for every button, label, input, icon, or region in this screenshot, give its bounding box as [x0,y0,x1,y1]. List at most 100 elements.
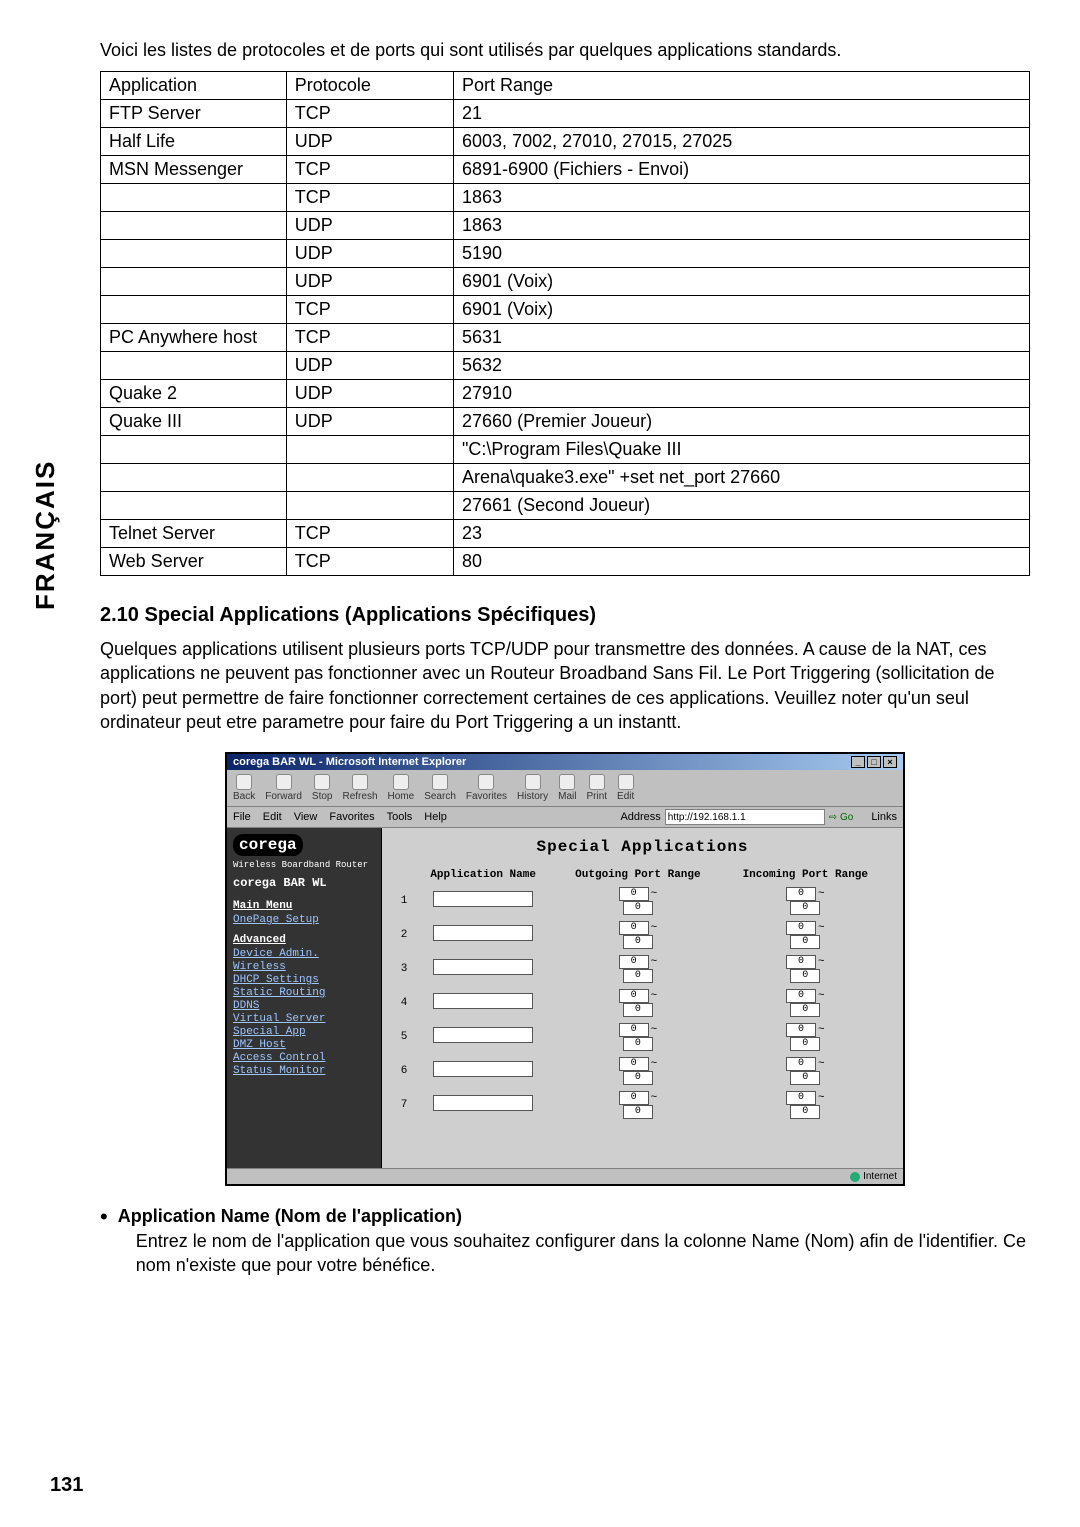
protocol-table: Application Protocole Port Range FTP Ser… [100,71,1030,576]
outgoing-port-from[interactable]: 0 [619,1091,649,1105]
app-name-input[interactable] [433,925,533,941]
incoming-port-to[interactable]: 0 [790,1105,820,1119]
cell-port: 5190 [454,240,1030,268]
incoming-port-from[interactable]: 0 [786,887,816,901]
menu-favorites[interactable]: Favorites [329,811,374,823]
app-name-input[interactable] [433,993,533,1009]
range-sep: ~ [818,922,825,934]
range-sep: ~ [818,888,825,900]
cell-proto: UDP [286,380,453,408]
range-sep: ~ [651,922,658,934]
toolbar-label: Mail [558,791,576,802]
outgoing-port-to[interactable]: 0 [623,1105,653,1119]
th-portrange: Port Range [454,72,1030,100]
cell-proto: UDP [286,408,453,436]
sidebar-link[interactable]: DDNS [233,1000,375,1012]
go-button[interactable]: ⇨ Go [829,812,854,823]
outgoing-port-from[interactable]: 0 [619,1057,649,1071]
incoming-port-from[interactable]: 0 [786,1023,816,1037]
toolbar-search[interactable]: Search [424,774,456,802]
back-icon [236,774,252,790]
toolbar-mail[interactable]: Mail [558,774,576,802]
incoming-port-to[interactable]: 0 [790,1037,820,1051]
toolbar-back[interactable]: Back [233,774,255,802]
outgoing-port-from[interactable]: 0 [619,1023,649,1037]
links-label[interactable]: Links [871,811,897,823]
app-name-input[interactable] [433,1061,533,1077]
toolbar-refresh[interactable]: Refresh [343,774,378,802]
sidebar-link[interactable]: Special App [233,1026,375,1038]
minimize-button[interactable]: _ [851,756,865,768]
sidebar-link[interactable]: Device Admin. [233,948,375,960]
cell-app: MSN Messenger [101,156,287,184]
toolbar-print[interactable]: Print [586,774,607,802]
incoming-port-to[interactable]: 0 [790,1071,820,1085]
range-sep: ~ [651,956,658,968]
sa-row-num: 6 [396,1054,412,1088]
incoming-port-to[interactable]: 0 [790,1003,820,1017]
sidebar-link[interactable]: DHCP Settings [233,974,375,986]
cell-proto: UDP [286,240,453,268]
toolbar-home[interactable]: Home [388,774,415,802]
sa-row: 70~00~0 [396,1088,889,1122]
bullet-body: Entrez le nom de l'application que vous … [136,1229,1030,1278]
intro-text: Voici les listes de protocoles et de por… [100,40,1030,61]
menu-help[interactable]: Help [424,811,447,823]
app-name-input[interactable] [433,1095,533,1111]
sidebar-link[interactable]: Access Control [233,1052,375,1064]
cell-app: Telnet Server [101,520,287,548]
toolbar-label: History [517,791,548,802]
maximize-button[interactable]: □ [867,756,881,768]
sidebar-link[interactable]: Wireless [233,961,375,973]
menu-tools[interactable]: Tools [387,811,413,823]
cell-port: 6003, 7002, 27010, 27015, 27025 [454,128,1030,156]
outgoing-port-from[interactable]: 0 [619,989,649,1003]
incoming-port-from[interactable]: 0 [786,921,816,935]
sidebar-onepage[interactable]: OnePage Setup [233,914,375,926]
outgoing-port-from[interactable]: 0 [619,921,649,935]
incoming-port-to[interactable]: 0 [790,969,820,983]
incoming-port-from[interactable]: 0 [786,955,816,969]
outgoing-port-to[interactable]: 0 [623,1037,653,1051]
outgoing-port-to[interactable]: 0 [623,901,653,915]
menu-view[interactable]: View [294,811,318,823]
address-input[interactable] [665,809,825,825]
sidebar-link[interactable]: Status Monitor [233,1065,375,1077]
cell-port: 1863 [454,212,1030,240]
th-application: Application [101,72,287,100]
cell-port: 27661 (Second Joueur) [454,492,1030,520]
sa-row: 30~00~0 [396,952,889,986]
cell-app [101,352,287,380]
incoming-port-from[interactable]: 0 [786,1057,816,1071]
sidebar-link[interactable]: Static Routing [233,987,375,999]
sidebar-link[interactable]: Virtual Server [233,1013,375,1025]
ie-content: corega Wireless Boardband Router corega … [227,828,903,1168]
outgoing-port-to[interactable]: 0 [623,1071,653,1085]
outgoing-port-to[interactable]: 0 [623,969,653,983]
toolbar-forward[interactable]: Forward [265,774,302,802]
toolbar-stop[interactable]: Stop [312,774,333,802]
cell-proto: TCP [286,156,453,184]
close-button[interactable]: × [883,756,897,768]
toolbar-favorites[interactable]: Favorites [466,774,507,802]
toolbar-history[interactable]: History [517,774,548,802]
incoming-port-to[interactable]: 0 [790,935,820,949]
menu-edit[interactable]: Edit [263,811,282,823]
app-name-input[interactable] [433,891,533,907]
outgoing-port-from[interactable]: 0 [619,887,649,901]
home-icon [393,774,409,790]
app-name-input[interactable] [433,959,533,975]
sa-row: 40~00~0 [396,986,889,1020]
incoming-port-from[interactable]: 0 [786,989,816,1003]
sa-row-num: 5 [396,1020,412,1054]
toolbar-edit[interactable]: Edit [617,774,634,802]
outgoing-port-from[interactable]: 0 [619,955,649,969]
outgoing-port-to[interactable]: 0 [623,1003,653,1017]
incoming-port-to[interactable]: 0 [790,901,820,915]
cell-app [101,184,287,212]
sidebar-link[interactable]: DMZ Host [233,1039,375,1051]
incoming-port-from[interactable]: 0 [786,1091,816,1105]
app-name-input[interactable] [433,1027,533,1043]
menu-file[interactable]: File [233,811,251,823]
outgoing-port-to[interactable]: 0 [623,935,653,949]
